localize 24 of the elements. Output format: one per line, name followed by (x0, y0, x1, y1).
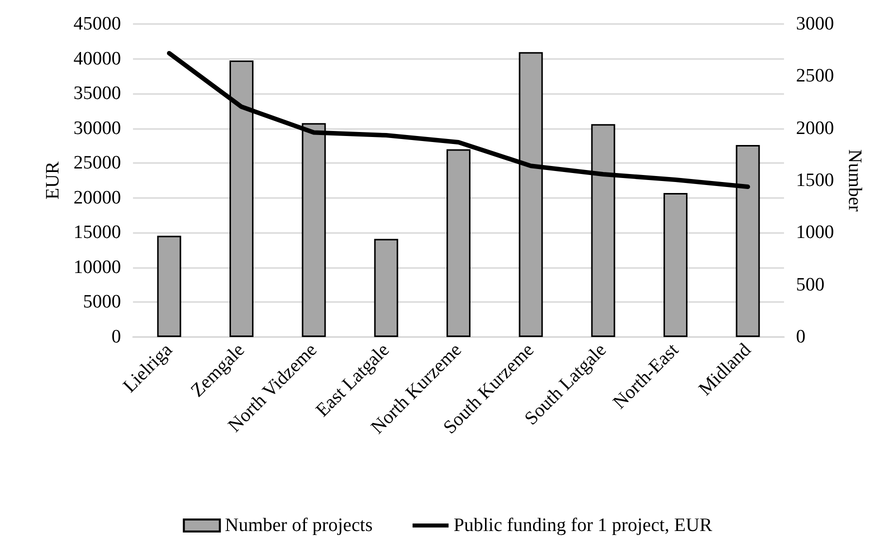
y2-tick-label: 0 (796, 326, 806, 348)
bar (157, 236, 182, 337)
legend-label: Number of projects (224, 515, 373, 536)
y2-tick-label: 2500 (796, 66, 834, 87)
y-tick-label: 20000 (74, 187, 121, 208)
y-tick-label: 45000 (74, 14, 121, 34)
y2-tick-label: 1000 (796, 222, 834, 244)
y-axis-title: EUR (42, 161, 64, 200)
bar (664, 193, 688, 337)
y2-tick-label: 2000 (796, 118, 834, 139)
y-tick-label: 40000 (74, 48, 121, 70)
y2-tick-label: 1500 (796, 170, 834, 191)
y-tick-label: 35000 (74, 83, 121, 104)
bar (374, 238, 398, 337)
y2-tick-label: 3000 (796, 14, 834, 34)
y-tick-label: 15000 (74, 222, 121, 244)
y2-tick-label: 500 (796, 274, 824, 296)
y2-axis-title: Number (844, 149, 865, 212)
y-tick-label: 5000 (83, 292, 121, 313)
y-tick-label: 30000 (74, 118, 121, 139)
y-tick-label: 0 (112, 326, 121, 348)
legend-label: Public funding for 1 project, EUR (454, 515, 712, 536)
y-tick-label: 10000 (74, 256, 121, 278)
y-tick-label: 25000 (74, 152, 121, 174)
